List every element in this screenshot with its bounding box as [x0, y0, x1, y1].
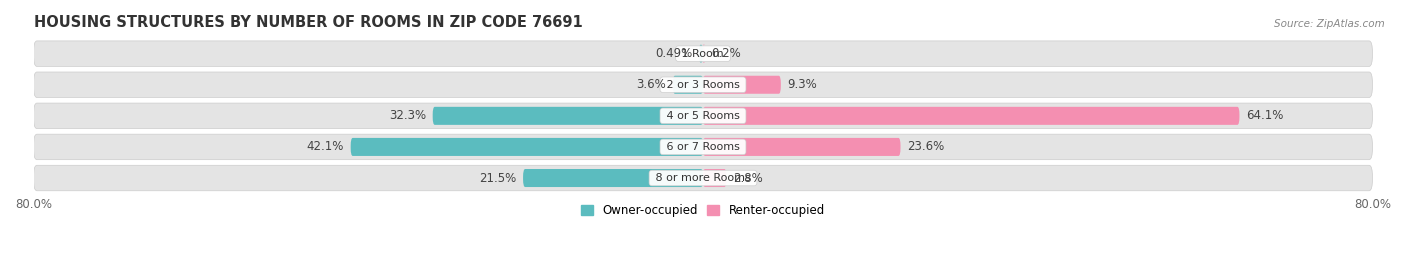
- Legend: Owner-occupied, Renter-occupied: Owner-occupied, Renter-occupied: [576, 200, 830, 222]
- Text: 4 or 5 Rooms: 4 or 5 Rooms: [662, 111, 744, 121]
- Text: 0.49%: 0.49%: [655, 47, 692, 60]
- Text: Source: ZipAtlas.com: Source: ZipAtlas.com: [1274, 19, 1385, 29]
- Text: 23.6%: 23.6%: [907, 140, 945, 153]
- FancyBboxPatch shape: [34, 134, 1372, 160]
- Text: 21.5%: 21.5%: [479, 171, 516, 184]
- Text: 2.8%: 2.8%: [733, 171, 763, 184]
- FancyBboxPatch shape: [703, 76, 780, 94]
- Text: 8 or more Rooms: 8 or more Rooms: [652, 173, 754, 183]
- FancyBboxPatch shape: [699, 45, 703, 63]
- Text: 0.2%: 0.2%: [711, 47, 741, 60]
- Text: 32.3%: 32.3%: [389, 109, 426, 122]
- Text: HOUSING STRUCTURES BY NUMBER OF ROOMS IN ZIP CODE 76691: HOUSING STRUCTURES BY NUMBER OF ROOMS IN…: [34, 15, 582, 30]
- Text: 3.6%: 3.6%: [637, 78, 666, 91]
- FancyBboxPatch shape: [34, 103, 1372, 129]
- FancyBboxPatch shape: [703, 45, 704, 63]
- FancyBboxPatch shape: [523, 169, 703, 187]
- Text: 64.1%: 64.1%: [1246, 109, 1284, 122]
- FancyBboxPatch shape: [703, 138, 900, 156]
- FancyBboxPatch shape: [703, 107, 1240, 125]
- Text: 9.3%: 9.3%: [787, 78, 817, 91]
- FancyBboxPatch shape: [34, 72, 1372, 97]
- Text: 2 or 3 Rooms: 2 or 3 Rooms: [662, 80, 744, 90]
- FancyBboxPatch shape: [350, 138, 703, 156]
- FancyBboxPatch shape: [34, 41, 1372, 66]
- FancyBboxPatch shape: [673, 76, 703, 94]
- FancyBboxPatch shape: [34, 165, 1372, 191]
- Text: 1 Room: 1 Room: [679, 49, 727, 59]
- FancyBboxPatch shape: [703, 169, 727, 187]
- Text: 6 or 7 Rooms: 6 or 7 Rooms: [662, 142, 744, 152]
- Text: 42.1%: 42.1%: [307, 140, 344, 153]
- FancyBboxPatch shape: [433, 107, 703, 125]
